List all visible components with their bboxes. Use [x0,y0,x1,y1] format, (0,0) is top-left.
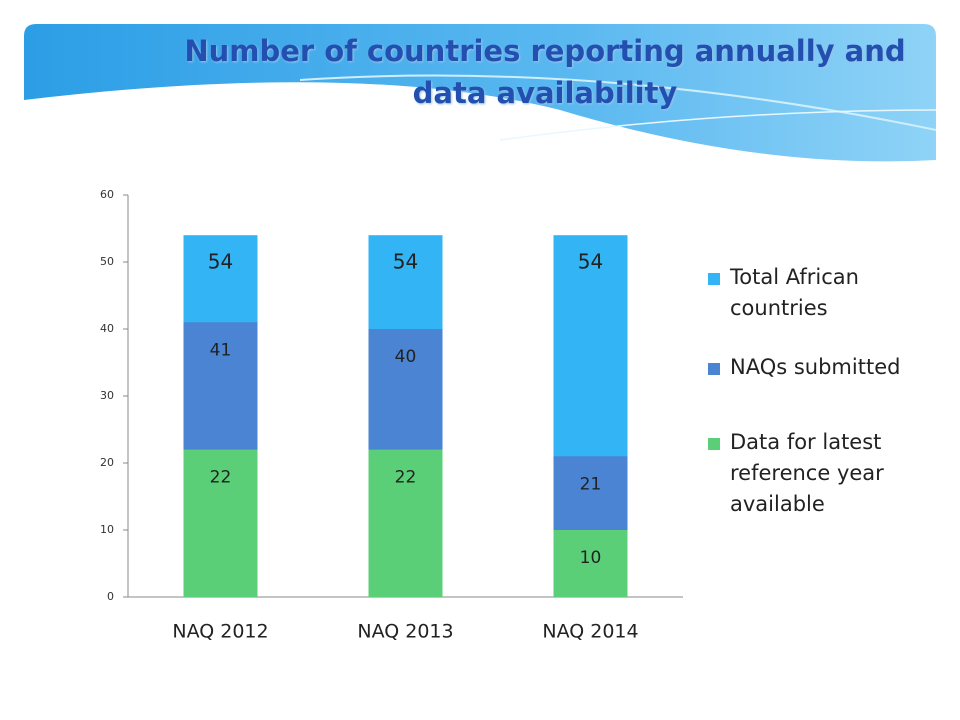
y-tick-label: 10 [100,523,114,536]
data-label: 40 [395,347,417,367]
y-tick-label: 20 [100,456,114,469]
bar [183,449,258,597]
legend-label: Total African countries [730,265,859,320]
legend-item: NAQs submitted [708,352,938,383]
data-label: 54 [393,250,418,274]
legend-swatch [708,363,720,375]
data-label: 54 [578,250,603,274]
header-wave [499,109,937,141]
bar [368,449,443,597]
legend-label: Data for latest reference year available [730,430,884,516]
header-banner [24,24,936,162]
legend-label: NAQs submitted [730,355,901,379]
y-tick-label: 0 [107,590,114,603]
data-label: 41 [210,340,232,360]
legend-item: Data for latest reference year available [708,427,938,520]
x-tick-label: NAQ 2013 [357,621,453,643]
y-tick-label: 30 [100,389,114,402]
data-label: 21 [580,474,602,494]
data-label: 10 [580,548,602,568]
legend-swatch [708,438,720,450]
chart-title: Number of countries reporting annually a… [184,34,906,110]
y-tick-label: 50 [100,255,114,268]
data-label: 22 [395,468,417,488]
x-tick-label: NAQ 2012 [172,621,268,643]
data-label: 54 [208,250,233,274]
legend: Total African countries NAQs submitted Dat… [708,262,938,520]
data-label: 22 [210,468,232,488]
y-tick-label: 40 [100,322,114,335]
bar [553,530,628,597]
legend-swatch [708,273,720,285]
x-tick-label: NAQ 2014 [542,621,638,643]
y-tick-label: 60 [100,188,114,201]
legend-item: Total African countries [708,262,938,324]
